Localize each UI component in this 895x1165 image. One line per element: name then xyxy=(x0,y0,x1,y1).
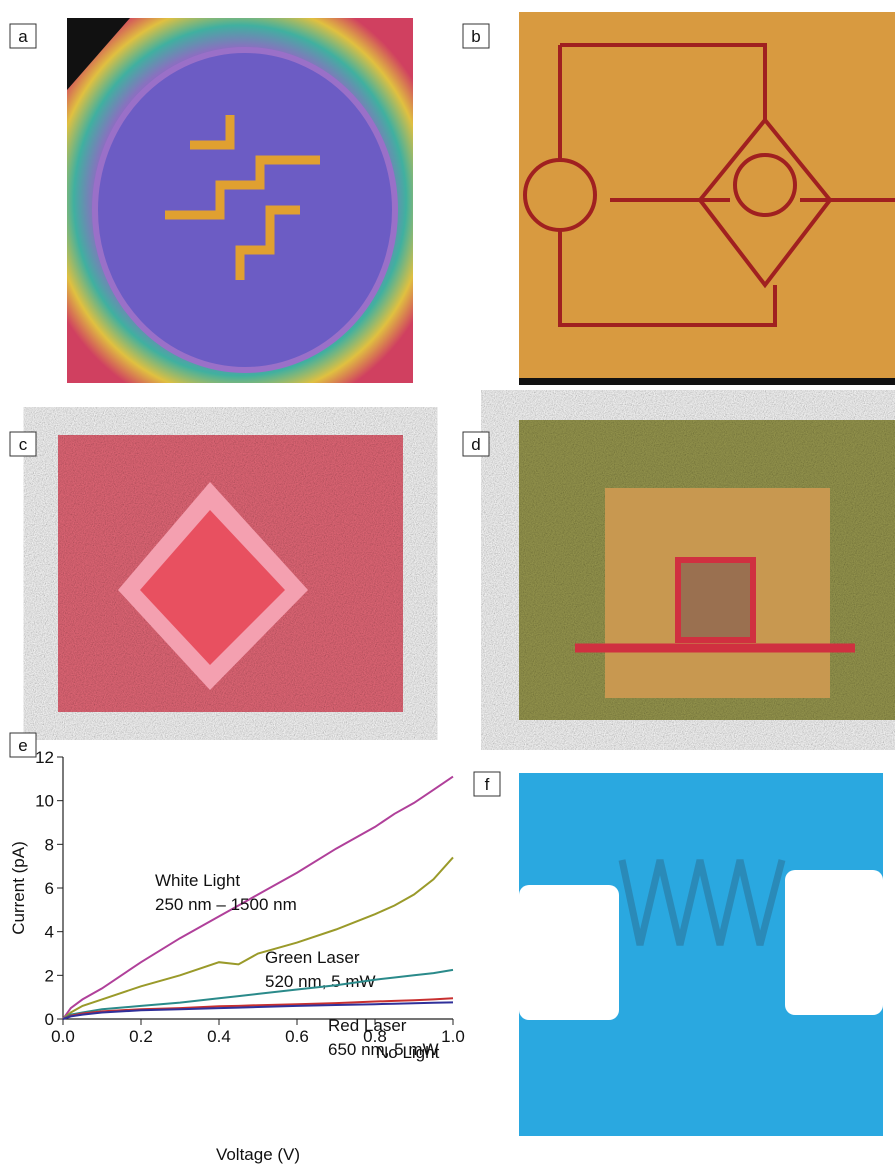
x-axis-label: Voltage (V) xyxy=(216,1145,300,1164)
series-label: No Light xyxy=(376,1043,440,1062)
panel-label-box xyxy=(462,23,490,49)
x-tick-label: 0.4 xyxy=(207,1027,231,1046)
image-a xyxy=(67,18,413,383)
x-tick-label: 0.8 xyxy=(363,1027,387,1046)
y-axis-label: Current (pA) xyxy=(9,841,28,935)
y-tick-label: 8 xyxy=(45,835,54,854)
panel-label-box xyxy=(473,771,501,797)
panel-label: d xyxy=(471,435,480,454)
y-tick-label: 10 xyxy=(35,792,54,811)
x-tick-label: 0.2 xyxy=(129,1027,153,1046)
panel-label-box xyxy=(462,431,490,457)
y-tick-label: 2 xyxy=(45,966,54,985)
y-tick-label: 0 xyxy=(45,1010,54,1029)
panel-label-box xyxy=(9,732,37,758)
series-line xyxy=(62,1001,454,1020)
series-label: Green Laser xyxy=(265,948,360,967)
panel-label-box xyxy=(9,23,37,49)
series-detail: 650 nm, 5 mW xyxy=(328,1040,439,1059)
series-detail: 520 nm, 5 mW xyxy=(265,972,376,991)
x-tick-label: 0.6 xyxy=(285,1027,309,1046)
panel-label: e xyxy=(18,736,27,755)
series-line xyxy=(62,968,454,1020)
series-line xyxy=(62,997,454,1020)
series-line xyxy=(62,856,454,1020)
image-b xyxy=(519,12,895,385)
y-tick-label: 6 xyxy=(45,879,54,898)
series-label: White Light xyxy=(155,871,240,890)
image-f xyxy=(519,773,883,1136)
y-tick-label: 12 xyxy=(35,748,54,767)
panel-label: b xyxy=(471,27,480,46)
y-tick-label: 4 xyxy=(45,923,54,942)
series-line xyxy=(62,775,454,1020)
image-d xyxy=(519,420,895,720)
series-detail: 250 nm – 1500 nm xyxy=(155,895,297,914)
image-c xyxy=(58,435,403,712)
x-tick-label: 1.0 xyxy=(441,1027,465,1046)
panel-label: c xyxy=(19,435,28,454)
panel-label-box xyxy=(9,431,37,457)
x-tick-label: 0.0 xyxy=(51,1027,75,1046)
panel-label: f xyxy=(485,775,490,794)
series-label: Red Laser xyxy=(328,1016,407,1035)
panel-label: a xyxy=(18,27,28,46)
